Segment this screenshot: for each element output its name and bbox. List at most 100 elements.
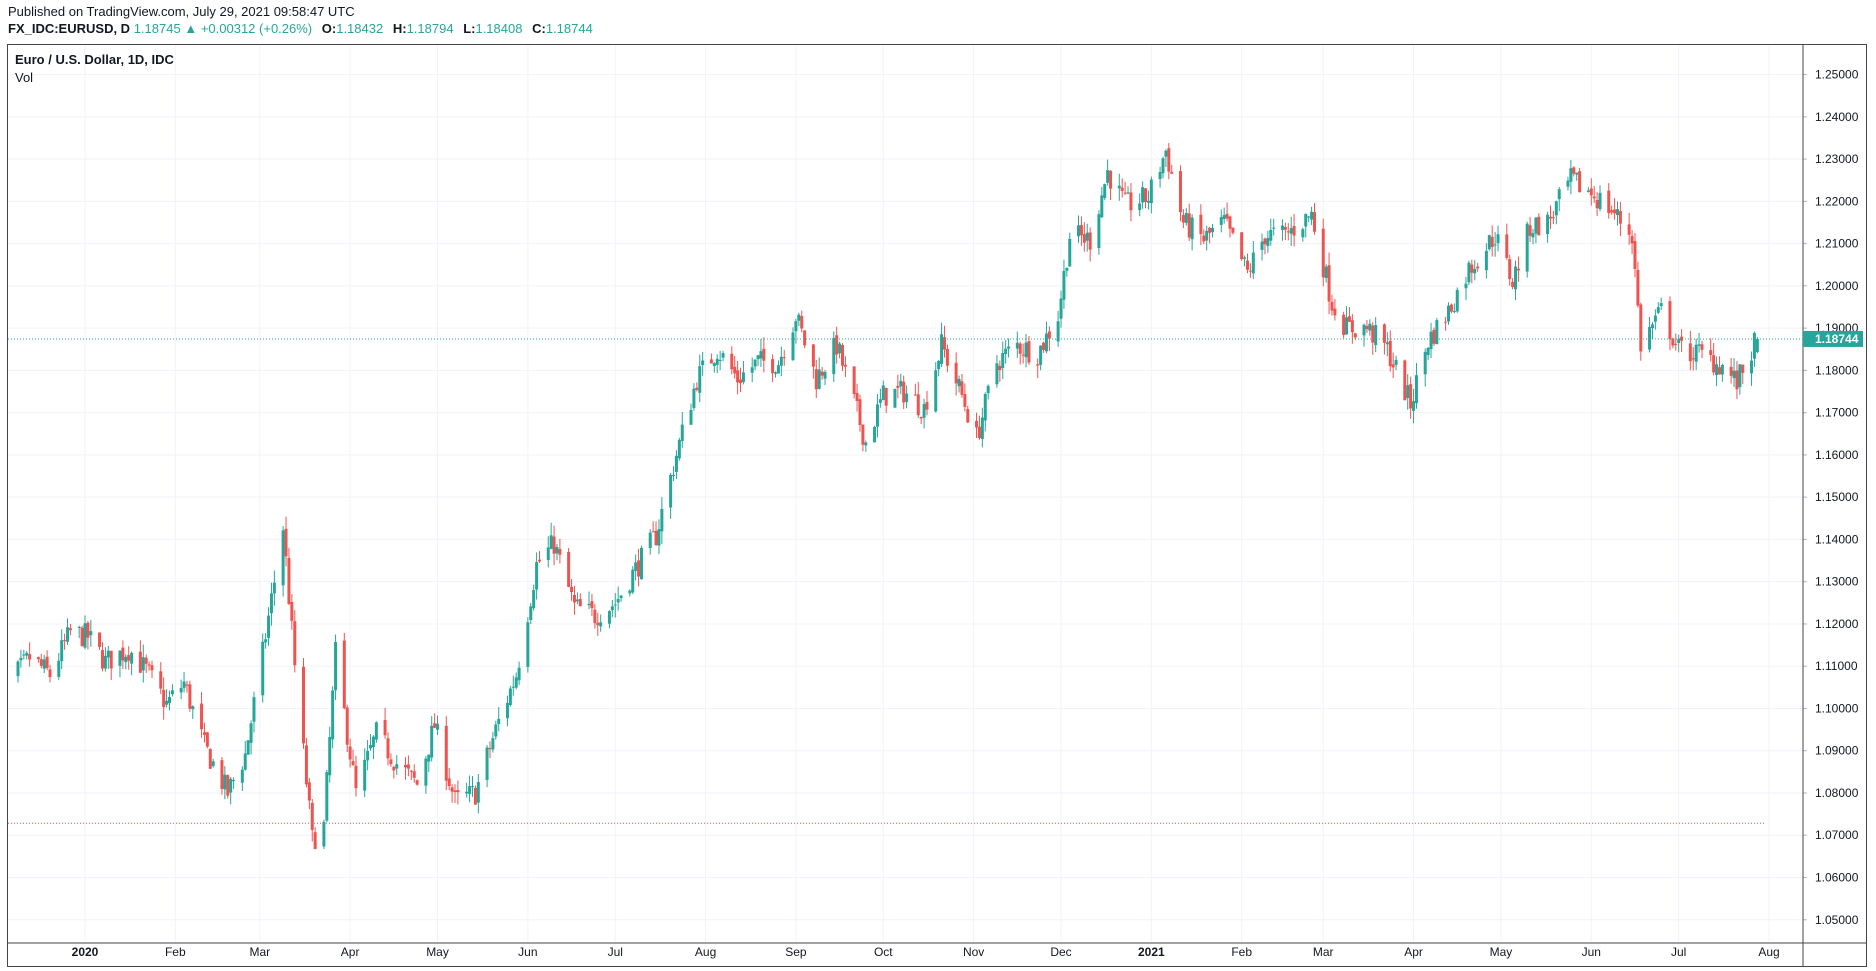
candle-body xyxy=(1062,270,1066,300)
candle-body xyxy=(1222,215,1226,220)
candle-body xyxy=(875,404,879,427)
candle-body xyxy=(25,652,29,656)
candle-body xyxy=(957,378,961,387)
candle-body xyxy=(1484,250,1488,271)
candle-body xyxy=(468,786,472,794)
candle-body xyxy=(1123,192,1127,194)
candle-body xyxy=(284,528,288,557)
candle-body xyxy=(121,647,125,661)
candle-body xyxy=(1659,303,1663,307)
candle-body xyxy=(835,335,839,355)
candle-body xyxy=(977,426,981,439)
candle-body xyxy=(1738,364,1742,388)
candle-body xyxy=(954,362,958,384)
candle-body xyxy=(1697,344,1701,346)
candle-body xyxy=(823,371,827,379)
candle-body xyxy=(167,697,171,704)
y-tick-label: 1.22000 xyxy=(1815,194,1859,208)
candle-body xyxy=(1741,364,1745,373)
y-tick-label: 1.16000 xyxy=(1815,448,1859,462)
candle-body xyxy=(1015,342,1019,349)
candle-body xyxy=(546,547,550,560)
x-tick-label: Sep xyxy=(785,945,807,959)
candle-body xyxy=(1004,348,1008,355)
candle-body xyxy=(465,791,469,794)
candle-body xyxy=(750,367,754,373)
candle-body xyxy=(730,353,734,370)
candle-body xyxy=(1342,314,1346,335)
candle-body xyxy=(934,370,938,412)
candle-body xyxy=(1613,209,1617,214)
candle-body xyxy=(19,657,23,661)
last-price-badge xyxy=(1803,330,1863,347)
candle-body xyxy=(1575,172,1579,175)
candle-body xyxy=(1668,301,1672,340)
candle-body xyxy=(205,732,209,747)
open-label: O: xyxy=(321,21,337,36)
candle-body xyxy=(1327,265,1331,302)
candle-body xyxy=(945,348,949,366)
candle-body xyxy=(412,771,416,778)
candle-body xyxy=(202,732,206,735)
candle-body xyxy=(1240,232,1244,260)
candle-body xyxy=(1464,283,1468,289)
candle-body xyxy=(654,530,658,545)
candle-body xyxy=(45,656,49,669)
candle-body xyxy=(709,359,713,364)
candle-body xyxy=(538,559,542,562)
candle-body xyxy=(529,606,533,621)
candle-body xyxy=(861,424,865,445)
y-tick-label: 1.24000 xyxy=(1815,110,1859,124)
candle-body xyxy=(1103,184,1107,198)
x-tick-label: May xyxy=(1490,945,1513,959)
candle-body xyxy=(718,359,722,361)
candle-body xyxy=(1755,338,1759,353)
candle-body xyxy=(159,671,163,689)
candle-body xyxy=(966,408,970,423)
candle-body xyxy=(756,355,760,360)
x-tick-label: 2020 xyxy=(72,945,99,959)
candle-body xyxy=(1001,352,1005,369)
x-tick-label: Jul xyxy=(608,945,623,959)
candle-body xyxy=(1511,281,1515,287)
candle-body xyxy=(386,738,390,759)
candle-body xyxy=(1496,234,1500,244)
candle-body xyxy=(1610,210,1614,213)
x-tick-label: Feb xyxy=(1231,945,1252,959)
candle-body xyxy=(1630,235,1634,244)
y-tick-label: 1.17000 xyxy=(1815,406,1859,420)
candle-body xyxy=(450,787,454,792)
candle-body xyxy=(963,394,967,407)
candle-body xyxy=(363,759,367,791)
candle-body xyxy=(328,736,332,776)
candle-body xyxy=(1569,168,1573,182)
x-tick-label: Jun xyxy=(1582,945,1601,959)
candle-body xyxy=(1732,370,1736,379)
candle-body xyxy=(884,387,888,406)
candle-body xyxy=(16,661,20,677)
candle-body xyxy=(841,345,845,366)
candle-body xyxy=(514,677,518,688)
candle-body xyxy=(648,532,652,548)
candle-body xyxy=(1537,216,1541,236)
candle-body xyxy=(762,348,766,361)
y-tick-label: 1.13000 xyxy=(1815,575,1859,589)
candle-body xyxy=(1307,216,1311,218)
symbol-name: FX_IDC:EURUSD, D xyxy=(8,21,131,36)
candle-body xyxy=(1589,188,1593,196)
candle-body xyxy=(1554,201,1558,216)
candle-body xyxy=(1677,339,1681,344)
y-tick-label: 1.10000 xyxy=(1815,701,1859,715)
candle-body xyxy=(127,655,131,661)
candle-body xyxy=(1170,171,1174,174)
x-tick-label: 2021 xyxy=(1138,945,1165,959)
candle-body xyxy=(351,761,355,766)
candle-body xyxy=(940,334,944,364)
candle-body xyxy=(409,770,413,772)
candle-body xyxy=(57,660,61,677)
candle-body xyxy=(552,536,556,554)
candle-body xyxy=(1158,172,1162,180)
candle-body xyxy=(922,404,926,418)
candle-body xyxy=(1409,384,1413,409)
